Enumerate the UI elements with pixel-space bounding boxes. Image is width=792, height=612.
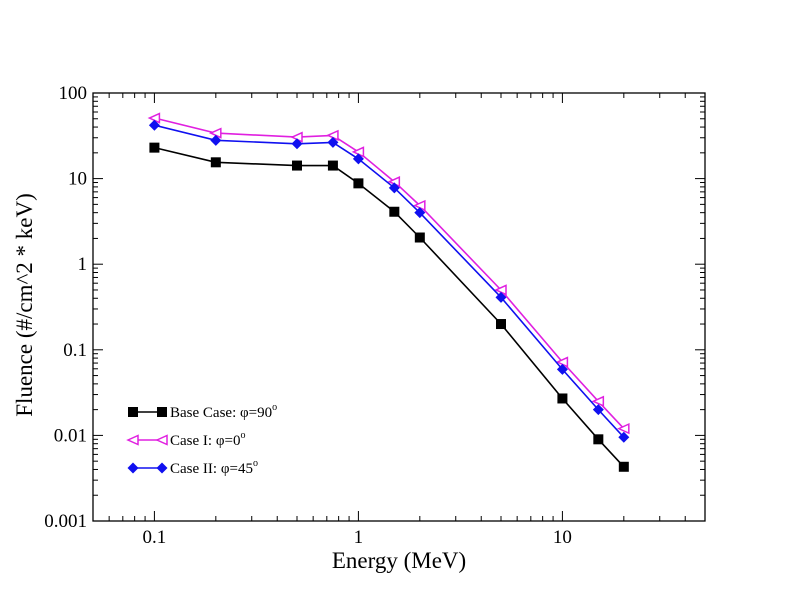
x-tick-label: 0.1 [143,527,167,548]
y-tick-label: 0.01 [54,425,87,446]
data-point [327,136,339,148]
data-point [414,207,426,219]
data-point [388,182,400,194]
series-line [154,117,625,430]
legend-superscript: o [240,430,245,441]
legend-marker [155,434,168,446]
data-point [593,434,604,445]
legend-marker [128,407,138,417]
legend-prefix: Base Case: [170,405,240,421]
legend-prefix: Case II: [170,461,221,477]
data-point [327,160,338,171]
legend-entry: Case II: φ=45o [127,458,258,477]
data-point [292,160,302,171]
data-point [557,393,568,404]
legend-label: Case I: φ=0o [170,430,245,449]
series-base-case [149,142,629,472]
legend-value: =0 [225,433,241,449]
legend-marker [157,407,167,417]
legend-label: Base Case: φ=90o [170,402,277,421]
legend-entry: Base Case: φ=90o [128,402,277,421]
series-case-i [147,112,630,435]
data-point [618,431,630,443]
data-point [352,153,364,165]
data-point [210,157,221,168]
legend-label: Case II: φ=45o [170,458,258,477]
x-tick-label: 10 [553,527,572,548]
data-point [414,232,425,243]
y-tick-label: 10 [68,169,87,190]
data-point [149,142,160,153]
data-point [495,291,507,303]
x-tick-label: 1 [354,527,364,548]
plot-frame [92,92,706,522]
y-tick-label: 1 [78,254,88,275]
legend-marker [127,462,139,474]
data-point [496,319,506,330]
data-point [591,395,605,407]
y-tick-label: 0.001 [44,511,87,532]
legend-symbol: φ [221,461,230,477]
legend-symbol: φ [216,433,225,449]
data-point [618,461,629,472]
legend-marker [126,434,139,446]
x-axis-title: Energy (MeV) [332,548,466,573]
data-point [210,134,222,146]
legend-value: =45 [230,461,253,477]
axis-ticks: 0.1 1 10 100 10 1 0.1 0.01 0.001 [44,83,705,548]
series-line [154,124,625,438]
legend-value: =90 [249,405,272,421]
legend-prefix: Case I: [170,433,216,449]
data-series [147,112,630,472]
legend-symbol: φ [240,405,249,421]
data-point [592,404,604,416]
data-point [291,138,303,150]
legend-entry: Case I: φ=0o [126,430,245,449]
y-axis-title: Fluence (#/cm^2 * keV) [12,193,37,416]
data-point [148,119,160,131]
data-point [353,178,364,189]
y-tick-label: 100 [59,83,88,104]
data-point [556,363,568,375]
data-point [616,422,630,435]
y-tick-label: 0.1 [63,340,87,361]
legend-superscript: o [272,402,277,413]
series-case-ii [148,119,630,443]
legend-superscript: o [253,458,258,469]
legend-marker [156,462,168,474]
data-point [389,206,400,217]
